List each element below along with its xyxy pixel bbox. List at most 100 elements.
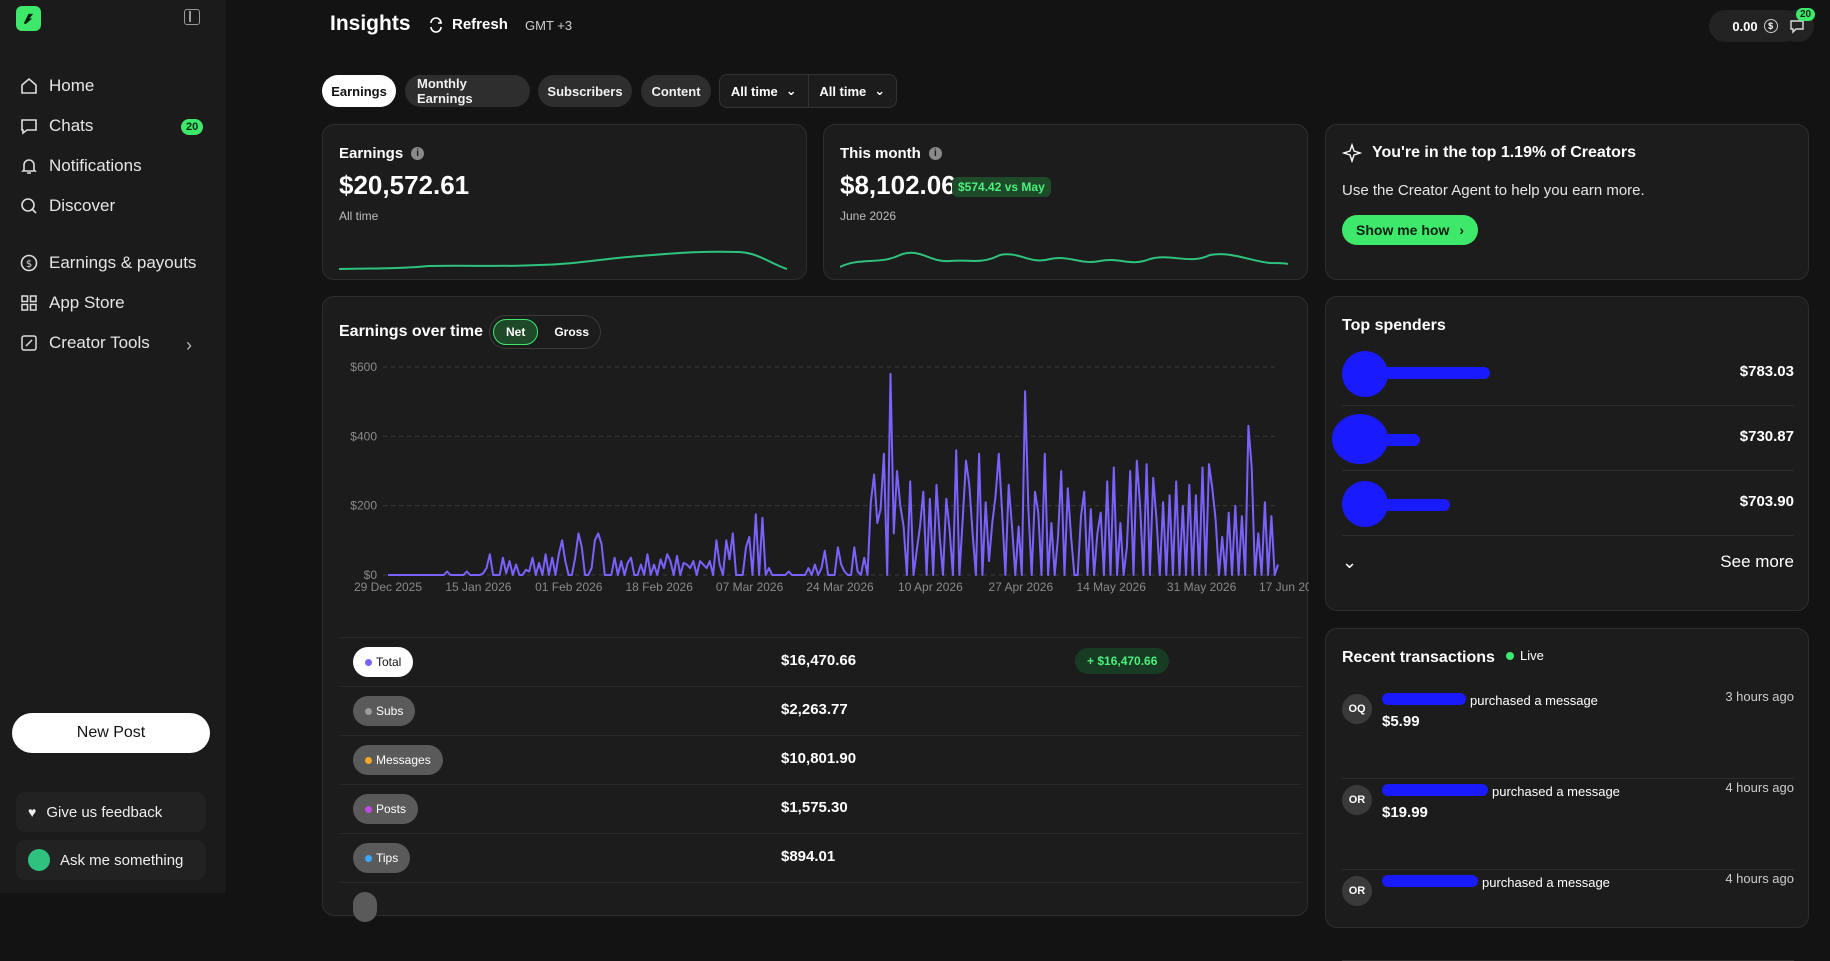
live-indicator: Live [1506, 648, 1544, 663]
earnings-label-row: Earnings i [339, 145, 425, 162]
x-tick-label: 24 Mar 2026 [806, 580, 874, 594]
earnings-series-line[interactable] [388, 372, 1279, 576]
chat-icon [21, 119, 37, 135]
app-logo[interactable] [16, 6, 41, 31]
table-row: Posts $1,575.30 [341, 784, 1301, 832]
subs-pill[interactable]: Subs [353, 696, 416, 726]
x-tick-label: 27 Apr 2026 [988, 580, 1053, 594]
redacted-name [1380, 367, 1490, 379]
sidebar-item-creator-tools[interactable]: Creator Tools [19, 330, 150, 356]
more-pill[interactable] [353, 892, 377, 922]
redacted-name [1380, 499, 1450, 511]
page-title: Insights [330, 12, 411, 35]
search-icon [21, 198, 37, 214]
svg-text:$: $ [26, 259, 32, 270]
creator-rank-card: You're in the top 1.19% of Creators Use … [1325, 124, 1809, 280]
transaction-time: 4 hours ago [1725, 871, 1794, 886]
info-icon[interactable]: i [411, 147, 425, 160]
messages-pill[interactable]: Messages [353, 745, 443, 775]
month-delta-badge: $574.42 vs May [952, 177, 1051, 197]
recent-transactions-card: Recent transactions Live OQ purchased a … [1325, 628, 1809, 961]
sidebar-item-earnings[interactable]: $ Earnings & payouts [19, 250, 196, 276]
y-tick-label: $400 [350, 429, 377, 443]
transaction-amount: $19.99 [1382, 804, 1428, 821]
redacted-name [1382, 875, 1478, 887]
messages-value: $10,801.90 [781, 750, 857, 767]
total-value: $16,470.66 [781, 652, 857, 669]
earnings-period: All time [339, 209, 379, 223]
avatar: OQ [1342, 694, 1372, 724]
tips-pill[interactable]: Tips [353, 843, 411, 873]
list-item[interactable]: $783.03 [1342, 341, 1794, 406]
spender-amount: $730.87 [1739, 428, 1794, 445]
filter-period-dropdown[interactable]: All time ⌄ [720, 75, 809, 107]
total-pill[interactable]: Total [353, 647, 414, 677]
total-delta: + $16,470.66 [1075, 648, 1170, 674]
list-item[interactable]: $730.87 [1332, 406, 1794, 471]
chevron-down-icon: ⌄ [874, 83, 886, 98]
home-icon [21, 77, 37, 94]
see-more-button[interactable]: ⌄ See more [1342, 542, 1794, 582]
tab-earnings[interactable]: Earnings [322, 75, 396, 107]
ask-assistant-button[interactable]: Ask me something [16, 840, 206, 880]
posts-pill[interactable]: Posts [353, 794, 419, 824]
sidebar-item-notifications[interactable]: Notifications [19, 153, 142, 179]
x-tick-label: 17 Jun 2026 [1259, 580, 1309, 594]
tab-subscribers[interactable]: Subscribers [538, 75, 632, 107]
sidebar-item-app-store[interactable]: App Store [19, 290, 125, 316]
pill-label: Tips [376, 851, 399, 865]
rank-title: You're in the top 1.19% of Creators [1372, 144, 1636, 161]
table-row [341, 882, 1301, 930]
sidebar-item-label: Chats [49, 116, 94, 135]
sidebar-item-home[interactable]: Home [19, 73, 94, 99]
heart-icon: ♥ [28, 804, 37, 820]
transaction-item[interactable]: OR purchased a message $19.99 4 hours ag… [1342, 780, 1794, 870]
new-post-button[interactable]: New Post [12, 713, 210, 753]
sidebar-item-discover[interactable]: Discover [19, 193, 115, 219]
rank-title-row: You're in the top 1.19% of Creators [1342, 143, 1636, 163]
balance-value: 0.00 [1732, 18, 1758, 34]
transaction-item[interactable]: OQ purchased a message $5.99 3 hours ago [1342, 689, 1794, 779]
tab-monthly-earnings[interactable]: Monthly Earnings [405, 75, 530, 107]
chats-count-badge: 20 [181, 119, 204, 135]
pill-label: Subs [376, 704, 404, 718]
sidebar-item-chats[interactable]: Chats [19, 113, 93, 139]
redacted-name [1380, 434, 1420, 446]
spender-amount: $703.90 [1739, 493, 1794, 510]
sidebar: Home Chats 20 Notifications Discover $ E… [0, 0, 226, 893]
list-item[interactable]: $703.90 [1342, 471, 1794, 536]
chevron-down-icon: ⌄ [785, 83, 797, 98]
date-range-filters: All time ⌄ All time ⌄ [719, 74, 897, 108]
live-dot [1506, 651, 1514, 660]
net-gross-toggle: Net Gross [489, 315, 601, 349]
filter-compare-dropdown[interactable]: All time ⌄ [809, 75, 897, 107]
toggle-net[interactable]: Net [493, 319, 539, 345]
sidebar-item-label: Discover [49, 196, 116, 215]
tab-content[interactable]: Content [641, 75, 711, 107]
series-dot [365, 805, 372, 813]
redacted-name [1382, 784, 1488, 796]
toggle-gross[interactable]: Gross [554, 325, 590, 339]
refresh-button[interactable]: Refresh [428, 16, 508, 33]
apps-icon [21, 295, 37, 311]
chevron-right-icon[interactable]: › [186, 335, 192, 355]
y-tick-label: $0 [364, 568, 378, 582]
series-dot [365, 756, 372, 764]
show-me-how-button[interactable]: Show me how › [1342, 215, 1479, 245]
earnings-card: Earnings i $20,572.61 All time [322, 124, 807, 280]
y-tick-label: $600 [350, 360, 377, 374]
info-icon[interactable]: i [928, 147, 942, 160]
sparkle-icon [1342, 143, 1362, 163]
message-icon [1790, 20, 1804, 34]
sidebar-item-label: Earnings & payouts [49, 253, 197, 272]
transaction-item[interactable]: OR purchased a message 4 hours ago [1342, 871, 1794, 961]
collapse-sidebar-icon[interactable] [184, 9, 200, 25]
feedback-label: Give us feedback [46, 803, 163, 821]
tips-value: $894.01 [781, 848, 836, 865]
show-me-how-label: Show me how [1356, 222, 1450, 238]
transaction-action: purchased a message [1482, 875, 1610, 890]
subs-value: $2,263.77 [781, 701, 848, 718]
series-dot [365, 658, 372, 666]
feedback-button[interactable]: ♥ Give us feedback [16, 792, 206, 832]
filter-label: All time [819, 83, 867, 99]
